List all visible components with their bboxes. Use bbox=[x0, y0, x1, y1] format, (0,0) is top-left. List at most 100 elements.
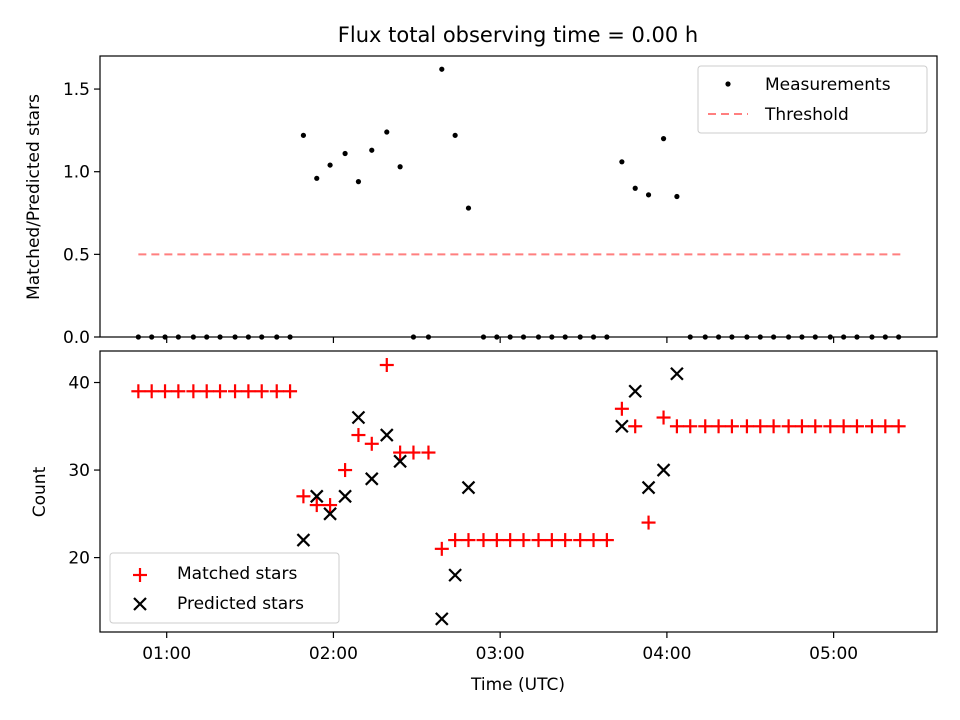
predicted-star-point bbox=[448, 568, 462, 582]
measurement-point bbox=[715, 334, 722, 340]
measurement-point bbox=[729, 334, 735, 340]
measurement-point bbox=[590, 334, 597, 340]
matched-star-point bbox=[878, 419, 893, 434]
matched-star-point bbox=[823, 419, 838, 434]
bottom-ytick-label: 40 bbox=[68, 374, 90, 394]
measurement-point bbox=[687, 334, 693, 340]
measurement-point bbox=[135, 334, 141, 340]
measurement-point bbox=[232, 334, 238, 340]
matched-star-point bbox=[434, 541, 449, 556]
measurement-point bbox=[786, 334, 792, 340]
matched-star-point bbox=[739, 419, 754, 434]
matched-star-point bbox=[711, 419, 726, 434]
bottom-xtick-label: 01:00 bbox=[142, 644, 191, 664]
measurement-point bbox=[812, 334, 818, 340]
matched-star-point bbox=[614, 401, 629, 416]
predicted-star-point bbox=[296, 533, 311, 547]
matched-star-point bbox=[241, 384, 256, 399]
matched-star-point bbox=[808, 419, 823, 434]
matched-star-point bbox=[296, 489, 311, 504]
matched-star-point bbox=[351, 428, 366, 443]
measurement-point bbox=[342, 150, 348, 157]
matched-star-point bbox=[864, 419, 879, 434]
top-legend: Measurements Threshold bbox=[697, 65, 928, 134]
matched-star-point bbox=[794, 419, 809, 434]
bottom-xlabel: Time (UTC) bbox=[470, 675, 565, 695]
top-legend-box bbox=[697, 65, 928, 134]
predicted-star-point bbox=[364, 472, 379, 486]
bottom-axes-frame bbox=[99, 350, 938, 633]
matched-star-point bbox=[283, 384, 298, 399]
measurement-point bbox=[355, 179, 362, 185]
measurement-point bbox=[274, 334, 280, 340]
matched-star-point bbox=[393, 445, 408, 460]
predicted-star-point bbox=[351, 410, 366, 425]
predicted-star-point bbox=[641, 480, 656, 495]
matched-star-point bbox=[186, 384, 201, 399]
matched-star-point bbox=[544, 533, 559, 548]
measurement-point bbox=[674, 193, 680, 200]
measurement-point bbox=[480, 334, 487, 340]
top-ticks: 0.0 0.5 1.0 1.5 bbox=[63, 80, 835, 348]
measurement-point bbox=[327, 162, 333, 168]
bottom-ylabel: Count bbox=[30, 466, 50, 517]
matched-star-point bbox=[461, 533, 476, 548]
bottom-xtick-label: 04:00 bbox=[642, 644, 691, 664]
matched-star-point bbox=[558, 533, 573, 548]
matched-star-point bbox=[656, 410, 671, 425]
measurement-point bbox=[520, 334, 527, 340]
matched-star-point bbox=[406, 445, 421, 460]
matched-star-point bbox=[698, 419, 713, 434]
measurement-point bbox=[549, 334, 555, 340]
matched-star-point bbox=[213, 384, 228, 399]
matched-star-point bbox=[171, 384, 186, 399]
measurement-point bbox=[162, 334, 168, 340]
measurement-point bbox=[190, 334, 196, 340]
measurement-point bbox=[632, 185, 638, 191]
matched-star-point bbox=[573, 533, 588, 548]
predicted-star-point bbox=[435, 612, 449, 626]
matched-star-point bbox=[448, 533, 463, 548]
measurement-point bbox=[799, 334, 805, 340]
bottom-ytick-label: 20 bbox=[68, 549, 90, 569]
predicted-star-point bbox=[309, 489, 324, 504]
matched-star-point bbox=[309, 498, 324, 513]
predicted-star-point bbox=[670, 366, 684, 381]
legend-predicted-label: Predicted stars bbox=[177, 594, 304, 614]
measurement-point bbox=[702, 334, 708, 340]
chart-title: Flux total observing time = 0.00 h bbox=[338, 23, 698, 47]
measurement-point bbox=[384, 129, 390, 135]
measurement-point bbox=[577, 334, 583, 340]
bottom-ticks: 20 30 40 01:00 02:00 03:00 04:00 05:00 bbox=[68, 374, 858, 664]
bottom-legend-box bbox=[109, 552, 340, 624]
measurement-point bbox=[771, 334, 777, 340]
predicted-star-point bbox=[656, 463, 671, 477]
matched-star-point bbox=[781, 419, 796, 434]
matched-star-point bbox=[516, 533, 531, 548]
measurement-point bbox=[314, 175, 320, 181]
measurement-point bbox=[535, 334, 542, 340]
measurement-point bbox=[827, 334, 833, 340]
matched-star-point bbox=[503, 533, 518, 548]
measurement-point bbox=[204, 334, 210, 340]
measurement-point bbox=[757, 334, 763, 340]
top-ytick-label: 1.0 bbox=[63, 163, 90, 183]
matched-star-point bbox=[599, 533, 614, 548]
bottom-axes: 20 30 40 01:00 02:00 03:00 04:00 05:00 Count Ti… bbox=[30, 350, 938, 695]
matched-star-point bbox=[836, 419, 851, 434]
matched-star-point bbox=[489, 533, 504, 548]
measurement-point bbox=[604, 334, 610, 340]
measurement-point bbox=[465, 205, 472, 211]
matched-star-point bbox=[228, 384, 243, 399]
matched-star-point bbox=[849, 419, 864, 434]
predicted-star-point bbox=[628, 384, 642, 399]
measurement-point bbox=[287, 334, 293, 340]
matched-star-point bbox=[269, 384, 284, 399]
measurement-point bbox=[744, 334, 750, 340]
bottom-xtick-label: 03:00 bbox=[476, 644, 525, 664]
measurement-point bbox=[300, 132, 307, 138]
matched-star-point bbox=[131, 384, 146, 399]
matched-star-point bbox=[323, 498, 338, 513]
top-ytick-label: 0.0 bbox=[63, 328, 90, 348]
legend-predicted-marker bbox=[133, 597, 147, 611]
